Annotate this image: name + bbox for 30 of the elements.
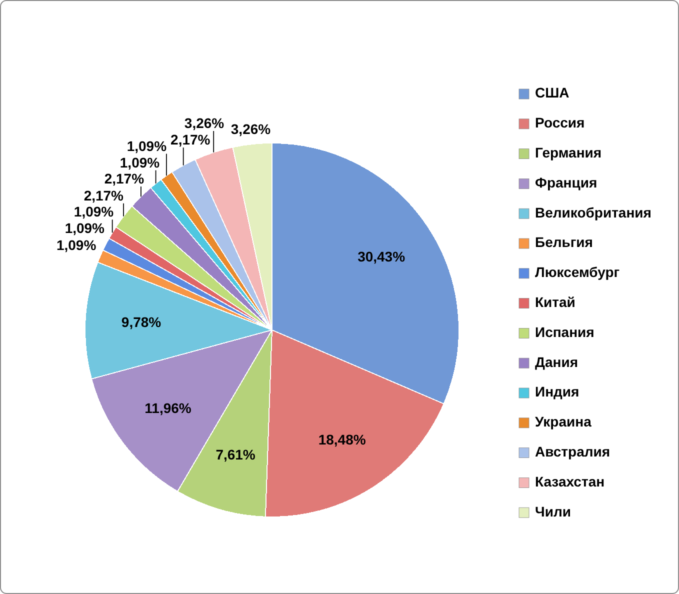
legend-label: Австралия — [535, 444, 610, 460]
data-label: 2,17% — [104, 170, 145, 187]
data-label: 18,48% — [318, 431, 366, 448]
legend-label: Индия — [535, 384, 580, 400]
legend-label: Люксембург — [535, 264, 620, 280]
data-label: 1,09% — [56, 236, 97, 253]
legend-label: Казахстан — [535, 473, 605, 490]
data-label: 1,09% — [74, 204, 114, 220]
data-label: 7,61% — [216, 446, 256, 462]
legend-label: Чили — [535, 503, 571, 520]
data-label: 3,26% — [184, 114, 225, 131]
data-label: 1,09% — [120, 154, 160, 170]
legend-label: Великобритания — [535, 204, 652, 220]
legend-label: США — [535, 84, 570, 101]
data-label: 2,17% — [170, 132, 211, 148]
legend-label: Франция — [535, 174, 598, 190]
data-label: 1,09% — [126, 138, 168, 154]
legend-label: Россия — [535, 114, 585, 131]
data-label: 3,26% — [230, 121, 272, 138]
legend-label: Германия — [535, 144, 602, 161]
legend-label: Китай — [535, 294, 576, 310]
legend-label: Дания — [535, 354, 578, 370]
data-label: 30,43% — [358, 248, 406, 265]
legend-label: Бельгия — [535, 234, 593, 250]
data-label: 9,78% — [121, 314, 162, 330]
data-label: 1,09% — [64, 220, 106, 236]
legend-label: Украина — [535, 414, 592, 430]
data-label: 2,17% — [84, 187, 124, 204]
legend-label: Испания — [535, 324, 594, 340]
data-label: 11,96% — [144, 400, 192, 416]
